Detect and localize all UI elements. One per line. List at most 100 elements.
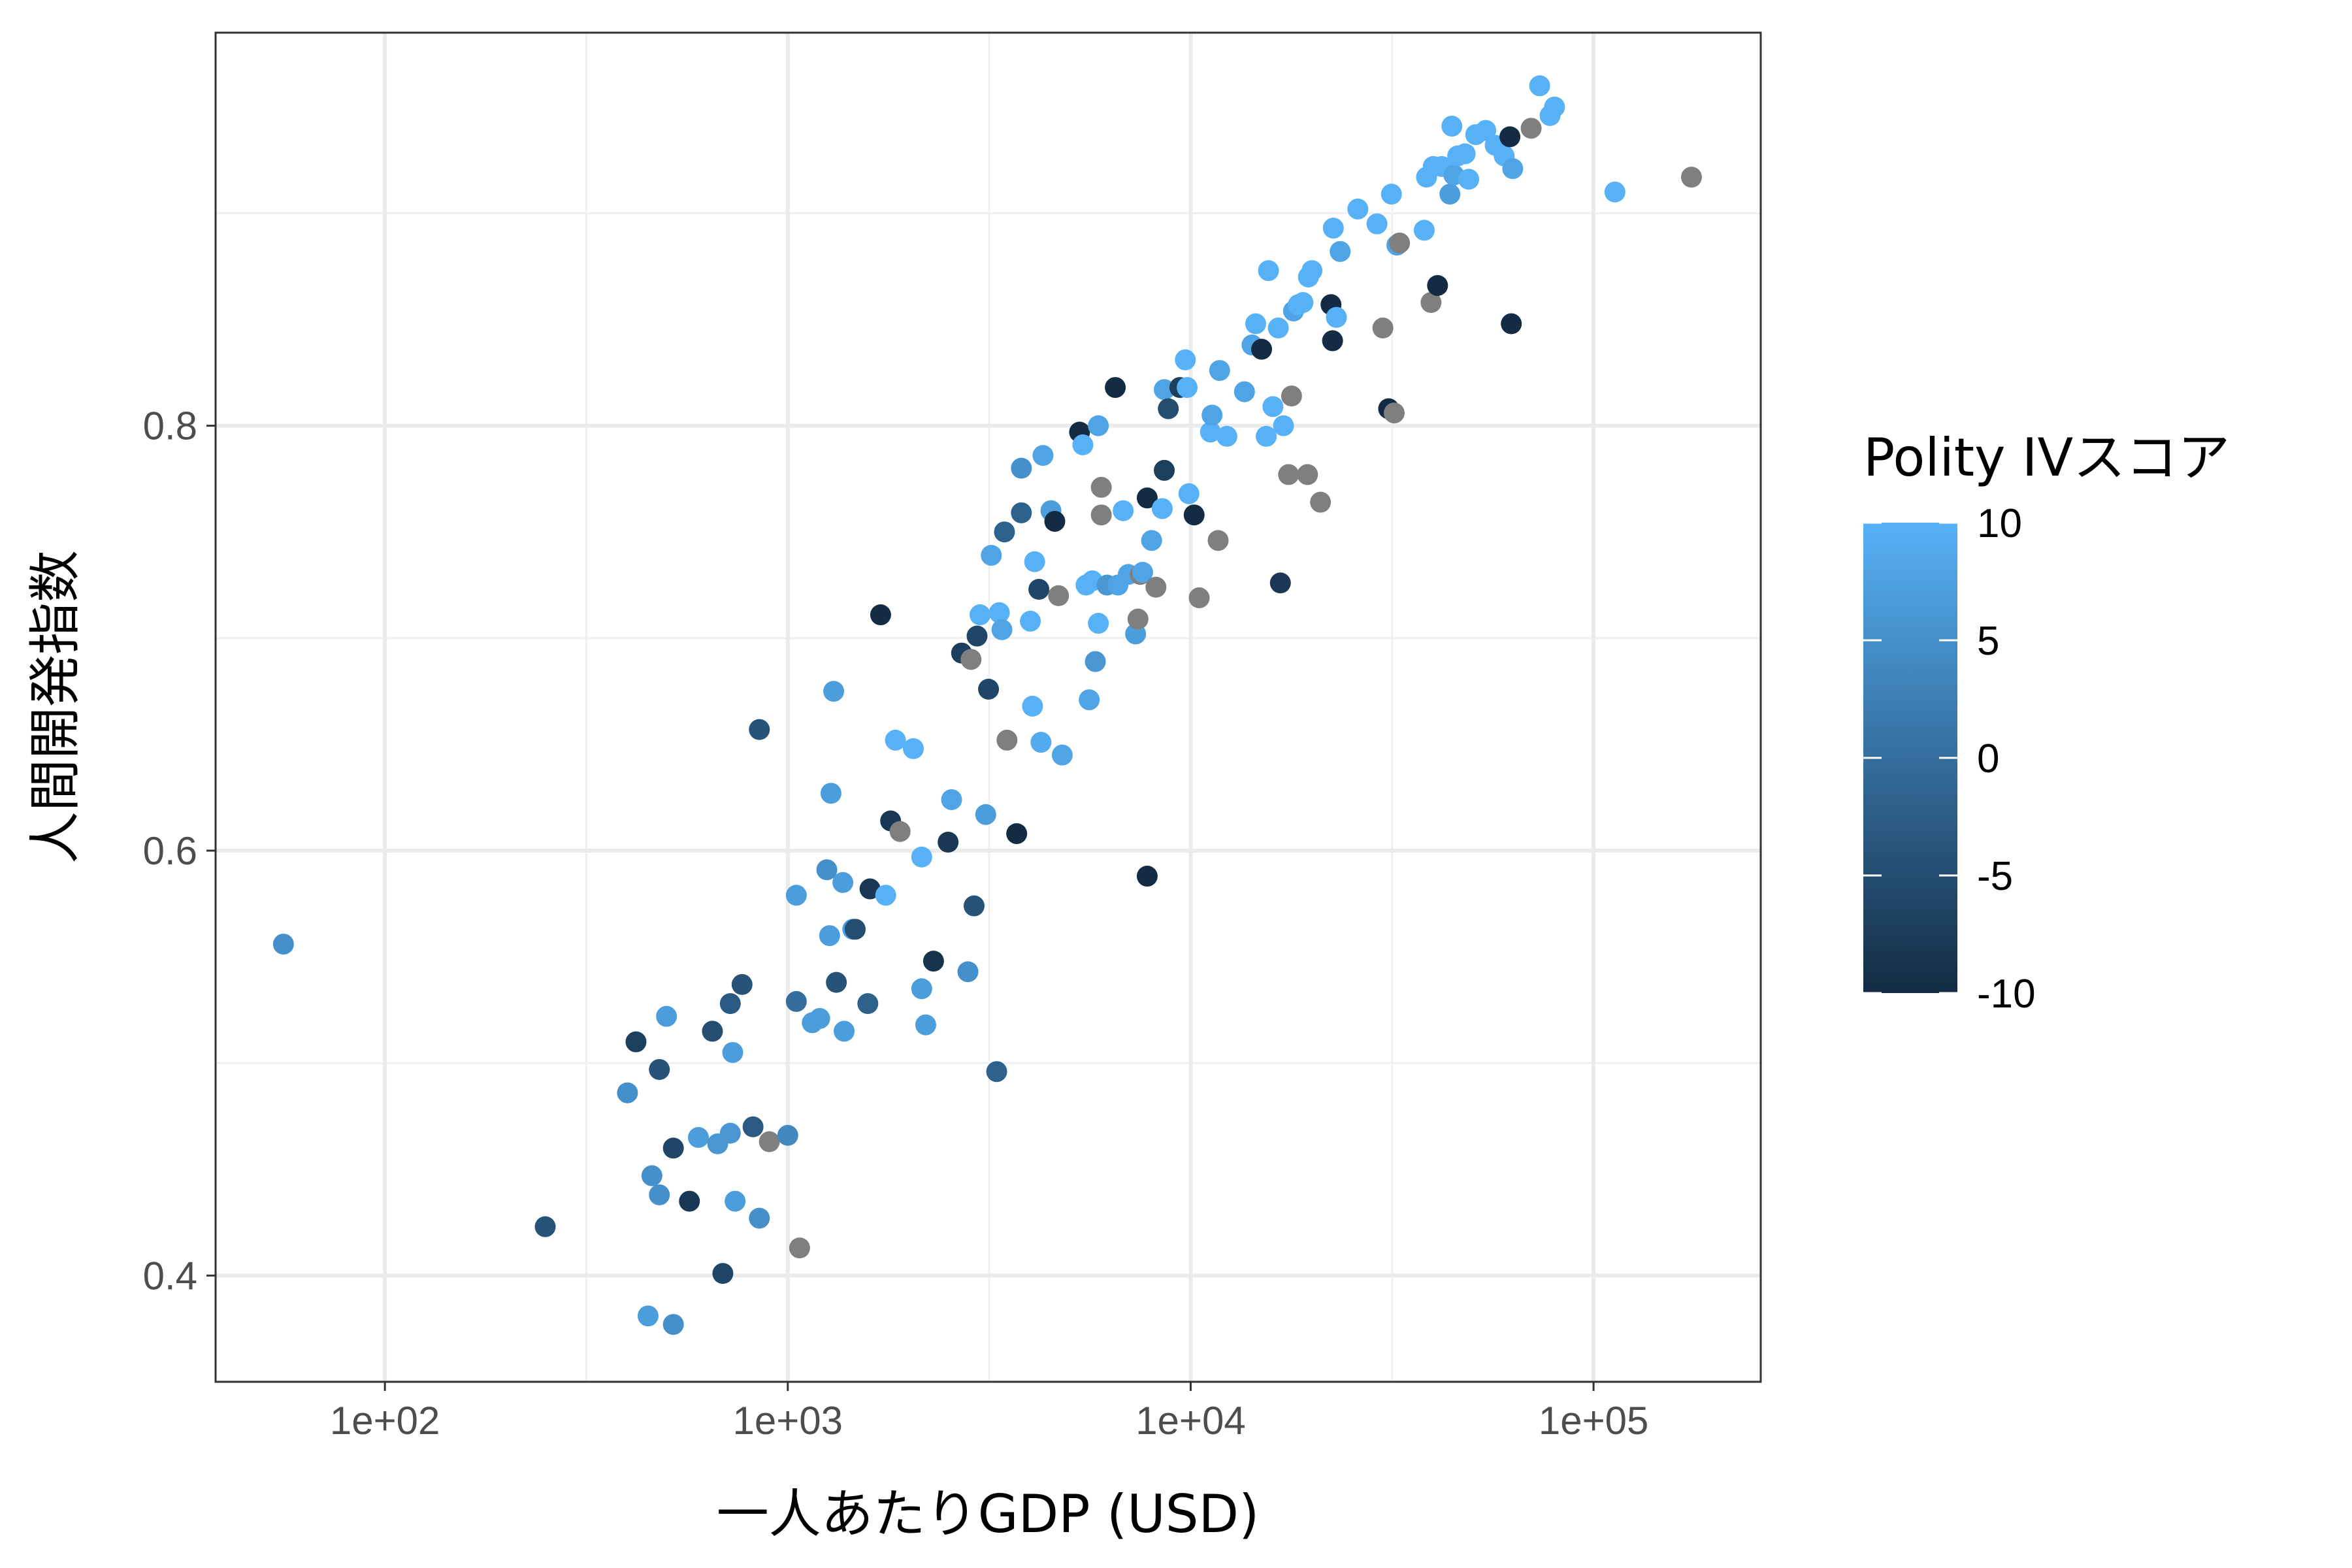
data-point	[1127, 608, 1149, 630]
data-point	[749, 1207, 770, 1229]
data-point	[1520, 118, 1542, 139]
data-point	[1030, 732, 1052, 753]
data-point	[1269, 572, 1291, 594]
data-point	[994, 521, 1015, 543]
data-point	[1032, 445, 1054, 466]
data-point	[991, 619, 1013, 640]
data-point	[826, 972, 847, 993]
data-point	[957, 961, 979, 983]
data-point	[1090, 504, 1112, 526]
data-point	[1085, 651, 1106, 672]
data-point	[938, 832, 959, 853]
x-tick-label: 1e+04	[1135, 1399, 1246, 1443]
y-axis: 0.4 0.6 0.8	[143, 404, 216, 1298]
legend-tick-label: 0	[1977, 736, 1999, 781]
legend-title: Polity IVスコア	[1863, 427, 2230, 488]
data-point	[1680, 167, 1702, 188]
data-point	[844, 919, 866, 940]
x-tick-label: 1e+03	[733, 1399, 843, 1443]
data-point	[785, 990, 807, 1012]
data-point	[1079, 689, 1100, 711]
data-point	[915, 1014, 936, 1036]
data-point	[1322, 218, 1344, 239]
data-point	[1389, 232, 1411, 253]
data-point	[1322, 330, 1343, 351]
data-point	[819, 925, 840, 947]
data-point	[1529, 75, 1550, 97]
x-axis: 1e+02 1e+03 1e+04 1e+05	[330, 1382, 1648, 1443]
data-point	[1105, 377, 1126, 399]
data-point	[820, 783, 841, 804]
data-point	[1141, 530, 1162, 551]
data-point	[1273, 415, 1294, 436]
data-point	[1154, 459, 1175, 481]
data-point	[742, 1116, 764, 1137]
data-point	[1177, 377, 1198, 399]
data-point	[777, 1124, 798, 1146]
data-point	[637, 1305, 659, 1327]
data-point	[1347, 198, 1369, 220]
data-point	[649, 1058, 670, 1080]
data-point	[1475, 120, 1497, 141]
legend-ticks: 10 5 0 -5 -10	[1863, 501, 2036, 1017]
data-point	[963, 895, 985, 917]
data-point	[641, 1165, 662, 1186]
legend-tick-label: -5	[1977, 854, 2013, 899]
data-point	[1420, 292, 1442, 313]
data-point	[832, 872, 854, 893]
data-point	[911, 846, 932, 868]
data-point	[1326, 306, 1347, 328]
data-point	[1188, 587, 1210, 609]
data-point	[1292, 292, 1314, 313]
data-point	[911, 978, 932, 1000]
data-point	[1200, 421, 1221, 443]
minor-gridlines	[216, 33, 1761, 1382]
data-point	[859, 878, 881, 900]
data-point	[1072, 434, 1094, 455]
data-point	[1380, 184, 1402, 205]
data-point	[1413, 220, 1435, 241]
data-point	[975, 804, 996, 825]
data-point	[834, 1021, 855, 1042]
major-gridlines	[216, 33, 1761, 1382]
data-point	[1020, 610, 1041, 632]
data-point	[1604, 181, 1625, 203]
data-point	[1145, 576, 1167, 598]
data-point	[1113, 500, 1134, 521]
data-point	[662, 1137, 684, 1159]
data-point	[1088, 415, 1109, 436]
data-point	[649, 1184, 670, 1205]
data-point	[1372, 318, 1394, 339]
data-point	[1256, 425, 1277, 447]
data-point	[988, 602, 1010, 623]
legend-tick-label: -10	[1977, 972, 2036, 1017]
plot-panel	[214, 31, 1762, 1383]
data-point	[1090, 476, 1112, 498]
data-point	[1132, 562, 1153, 583]
data-point	[1051, 744, 1073, 766]
data-point	[1233, 381, 1255, 402]
data-point	[1301, 260, 1323, 282]
data-point	[1207, 530, 1229, 551]
data-point	[996, 729, 1018, 751]
plot-panel-border	[214, 31, 1762, 1383]
data-point	[1383, 402, 1405, 424]
data-point	[1154, 379, 1175, 400]
data-point	[960, 649, 982, 670]
x-tick-label: 1e+05	[1539, 1399, 1649, 1443]
data-point	[1427, 274, 1448, 296]
data-point	[923, 951, 944, 972]
data-point	[679, 1190, 700, 1212]
x-axis-title: 一人あたりGDP (USD)	[717, 1484, 1260, 1544]
y-axis-title: 人間開発指数	[25, 550, 86, 864]
data-point	[725, 1190, 746, 1212]
data-point	[1281, 385, 1302, 407]
x-tick-label: 1e+02	[330, 1399, 440, 1443]
data-point	[1136, 866, 1158, 887]
color-legend: Polity IVスコア 10 5 0 -5 -10	[1863, 427, 2230, 1017]
data-point	[1262, 396, 1284, 417]
data-point	[1011, 502, 1032, 523]
y-tick-label: 0.8	[143, 404, 197, 448]
data-point	[875, 885, 896, 906]
data-point	[1158, 398, 1179, 419]
